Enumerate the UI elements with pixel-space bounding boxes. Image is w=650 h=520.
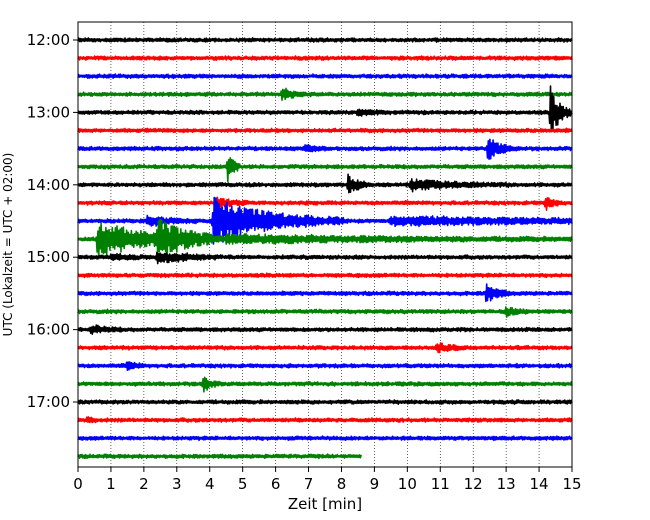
- trace-line: [77, 138, 573, 160]
- x-tick-label: 7: [304, 475, 314, 493]
- trace-line: [77, 196, 573, 211]
- trace-line: [77, 399, 573, 405]
- x-tick-label: 0: [73, 475, 83, 493]
- trace-line: [77, 283, 573, 303]
- x-tick-label: 11: [431, 475, 450, 493]
- y-tick-label: 17:00: [27, 393, 70, 411]
- trace-line: [77, 251, 573, 265]
- x-tick-label: 4: [205, 475, 215, 493]
- x-axis-ticks: 0 1 2 3 4 5 6 7 8 9 10 11 12 13 14 15: [73, 467, 582, 493]
- trace-line: [77, 435, 573, 442]
- trace-line: [77, 361, 573, 371]
- y-tick-label: 14:00: [27, 176, 70, 194]
- x-tick-label: 12: [464, 475, 483, 493]
- trace-line: [77, 306, 573, 318]
- trace-line: [77, 324, 573, 335]
- x-tick-label: 5: [238, 475, 248, 493]
- x-tick-label: 2: [139, 475, 149, 493]
- x-tick-label: 13: [497, 475, 516, 493]
- x-tick-label: 15: [562, 475, 581, 493]
- y-tick-label: 12:00: [27, 31, 70, 49]
- trace-line: [77, 55, 573, 62]
- trace-line: [77, 37, 573, 43]
- x-tick-label: 1: [106, 475, 116, 493]
- trace-line: [77, 127, 573, 134]
- x-tick-label: 10: [398, 475, 417, 493]
- trace-line: [77, 342, 573, 354]
- y-tick-label: 15:00: [27, 248, 70, 266]
- trace-line: [77, 416, 573, 424]
- trace-line: [77, 87, 573, 101]
- trace-line: [77, 73, 573, 80]
- trace-line: [77, 272, 573, 279]
- plot-frame: [77, 21, 573, 468]
- trace-line: [77, 376, 573, 393]
- y-tick-label: 16:00: [27, 321, 70, 339]
- x-tick-label: 9: [370, 475, 380, 493]
- trace-line: [77, 218, 573, 260]
- trace-line: [77, 85, 573, 131]
- trace-line: [77, 453, 362, 460]
- x-tick-label: 14: [530, 475, 549, 493]
- x-axis-label: Zeit [min]: [288, 495, 362, 513]
- trace-line: [77, 157, 573, 183]
- trace-line: [77, 173, 573, 194]
- x-tick-label: 6: [271, 475, 281, 493]
- x-tick-label: 8: [337, 475, 347, 493]
- x-tick-label: 3: [172, 475, 182, 493]
- y-tick-label: 13:00: [27, 103, 70, 121]
- seismic-traces: [77, 37, 573, 460]
- y-axis-label: UTC (Lokalzeit = UTC + 02:00): [1, 153, 15, 337]
- y-axis-ticks: 12:00 13:00 14:00 15:00 16:00 17:00: [27, 31, 78, 411]
